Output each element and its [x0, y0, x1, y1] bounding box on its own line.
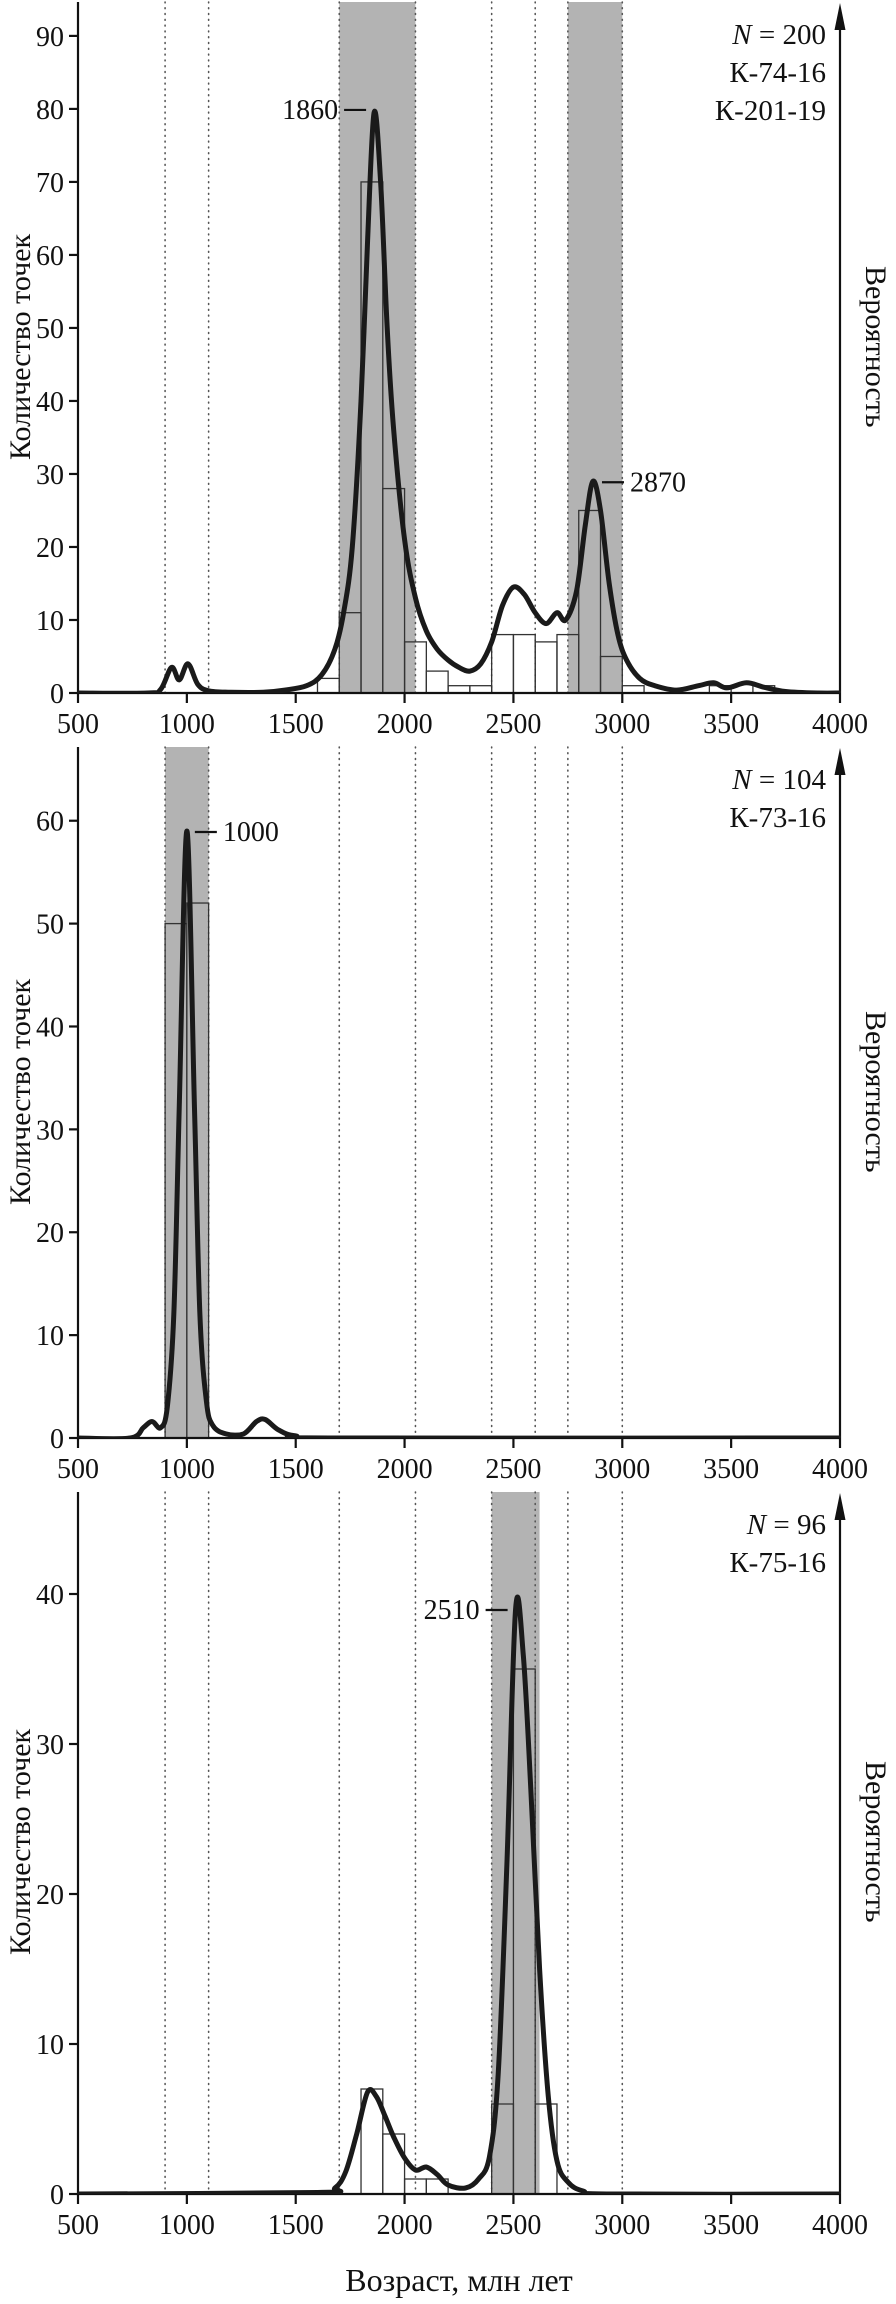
x-tick-label: 2000: [377, 2210, 433, 2241]
y-tick-label: 20: [36, 533, 64, 564]
y-tick-label: 40: [36, 1012, 64, 1043]
y-tick-label: 0: [50, 679, 64, 710]
y-tick-label: 40: [36, 387, 64, 418]
y-tick-label: 0: [50, 2180, 64, 2211]
x-tick-label: 2500: [485, 709, 541, 740]
sample-code-label: К-75-16: [729, 1547, 826, 1579]
peak-annotation: 2510: [424, 1595, 508, 1626]
x-tick-label: 2500: [485, 2210, 541, 2241]
y-tick-label: 50: [36, 910, 64, 941]
count-axis-title: Количество точек: [4, 233, 37, 460]
x-tick-label: 1500: [268, 1454, 324, 1485]
x-tick-label: 3000: [594, 2210, 650, 2241]
histogram-bar: [491, 633, 515, 694]
x-tick-label: 500: [57, 1454, 99, 1485]
panel-bottom: 0 10 20 30 40 500 1000 1500 2000 2500 3000 3500 4000…: [0, 1490, 896, 2260]
probability-axis-title: Вероятность: [859, 1761, 892, 1923]
count-axis-title: Количество точек: [4, 1728, 37, 1956]
y-tick-label: 30: [36, 1730, 64, 1761]
y-tick-label: 10: [36, 606, 64, 637]
y-tick-label: 90: [36, 22, 64, 53]
x-tick-label: 3000: [594, 709, 650, 740]
sample-n-label: N = 200: [731, 19, 826, 51]
kde-curve: [77, 1594, 841, 2194]
y-tick-label: 80: [36, 95, 64, 126]
histogram-bar: [425, 670, 449, 694]
panel-middle: 0 10 20 30 40 50 60 500 1000 1500 2000 2500 3000 3500…: [0, 745, 896, 1490]
x-tick-label: 2000: [377, 709, 433, 740]
x-tick-label: 500: [57, 2210, 99, 2241]
x-tick-label: 3500: [703, 709, 759, 740]
age-spectrum-chart-top: 0 10 20 30 40 50 60 70 80 90 500 1000 1500 2000 2500 30…: [36, 1, 868, 740]
sample-code-label: К-73-16: [729, 802, 826, 834]
y-tick-label: 60: [36, 807, 64, 838]
probability-axis-title: Вероятность: [859, 265, 892, 428]
x-tick-label: 1500: [268, 2210, 324, 2241]
kde-curve: [77, 108, 841, 693]
peak-annotation: 1860: [282, 95, 367, 126]
y-tick-label: 40: [36, 1580, 64, 1611]
histogram-bar: [512, 633, 536, 694]
probability-axis-title: Вероятность: [859, 1010, 892, 1173]
x-tick-label: 3000: [594, 1454, 650, 1485]
sample-code-label: К-74-16: [729, 57, 826, 89]
panel-top: 0 10 20 30 40 50 60 70 80 90 500 1000 1500 2000 2500 30…: [0, 0, 896, 745]
x-tick-label: 4000: [812, 2210, 868, 2241]
x-tick-label: 1000: [159, 1454, 215, 1485]
x-axis-title: Возраст, млн лет: [345, 2262, 573, 2298]
peak-label: 1860: [282, 95, 338, 126]
x-tick-label: 3500: [703, 2210, 759, 2241]
y-tick-label: 20: [36, 1880, 64, 1911]
peak-annotation: 2870: [601, 467, 686, 498]
x-tick-label: 3500: [703, 1454, 759, 1485]
x-tick-label: 2500: [485, 1454, 541, 1485]
histogram-bar: [534, 641, 558, 694]
peak-annotation: 1000: [194, 817, 279, 848]
y-tick-label: 0: [50, 1424, 64, 1455]
y-tick-label: 70: [36, 168, 64, 199]
x-tick-label: 4000: [812, 1454, 868, 1485]
x-tick-label: 2000: [377, 1454, 433, 1485]
x-tick-label: 1000: [159, 709, 215, 740]
y-tick-label: 10: [36, 1321, 64, 1352]
y-tick-label: 30: [36, 1115, 64, 1146]
y-tick-label: 50: [36, 314, 64, 345]
peak-label: 2510: [424, 1595, 480, 1626]
histogram-bar: [316, 677, 340, 694]
x-tick-label: 4000: [812, 709, 868, 740]
peak-label: 2870: [630, 467, 686, 498]
y-tick-label: 10: [36, 2030, 64, 2061]
histogram-bar: [403, 2178, 427, 2195]
count-axis-title: Количество точек: [4, 978, 37, 1205]
up-arrow-icon: [834, 3, 846, 30]
y-tick-label: 20: [36, 1218, 64, 1249]
histogram-bar: [382, 2133, 406, 2195]
peak-label: 1000: [223, 817, 279, 848]
kde-curve: [77, 828, 841, 1438]
y-tick-label: 30: [36, 460, 64, 491]
sample-n-label: N = 104: [731, 764, 826, 796]
y-tick-label: 60: [36, 241, 64, 272]
x-tick-label: 1500: [268, 709, 324, 740]
age-spectrum-chart-bottom: 0 10 20 30 40 500 1000 1500 2000 2500 3000 3500 4000…: [36, 1491, 868, 2241]
x-tick-label: 500: [57, 709, 99, 740]
age-spectrum-chart-middle: 0 10 20 30 40 50 60 500 1000 1500 2000 2500 3000 3500…: [36, 746, 868, 1485]
sample-n-label: N = 96: [746, 1509, 826, 1541]
up-arrow-icon: [834, 748, 846, 775]
up-arrow-icon: [834, 1493, 846, 1520]
x-tick-label: 1000: [159, 2210, 215, 2241]
sample-code-label: К-201-19: [715, 95, 826, 127]
